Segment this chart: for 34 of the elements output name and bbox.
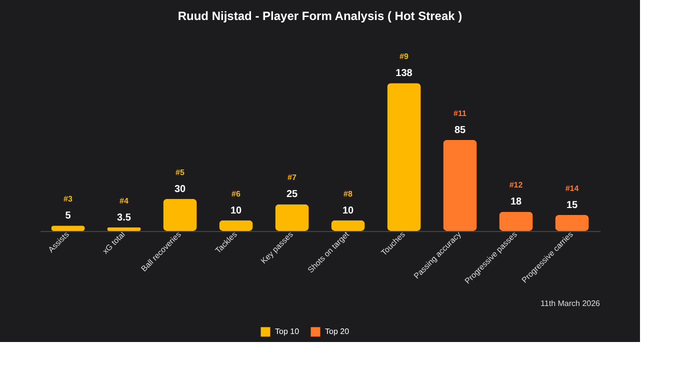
bar: [107, 227, 141, 231]
data-label: 25: [286, 189, 298, 200]
annotation: #7: [288, 173, 297, 182]
annotation: #6: [232, 189, 241, 198]
bar: [555, 214, 589, 231]
annotation: #14: [565, 184, 580, 193]
data-label: 138: [396, 68, 413, 80]
bar: [219, 220, 253, 231]
bar: [163, 198, 197, 231]
annotation: #5: [176, 168, 185, 177]
legend-label: Top 10: [275, 326, 300, 336]
data-label: 18: [510, 196, 522, 208]
data-label: 5: [65, 210, 72, 222]
legend-label: Top 20: [325, 326, 350, 336]
data-label: 85: [454, 124, 466, 136]
data-label: 10: [230, 205, 242, 216]
annotation: #9: [400, 52, 409, 62]
bar: [275, 204, 309, 231]
chart-title: Ruud Nijstad - Player Form Analysis ( Hot Streak ): [178, 9, 462, 24]
data-label: 3.5: [117, 212, 132, 224]
x-tick-label: xG total: [100, 230, 127, 256]
bar: [331, 220, 365, 231]
data-label: 10: [342, 205, 354, 216]
bar: [387, 83, 421, 231]
text: 11th March 2026: [540, 299, 601, 308]
annotation: #8: [344, 189, 353, 198]
bar: [443, 140, 477, 231]
annotation: #4: [120, 196, 129, 206]
annotation: #3: [64, 194, 73, 204]
annotation: #11: [454, 108, 468, 118]
bar: [499, 212, 533, 231]
annotation: #12: [509, 180, 524, 190]
data-label: 30: [174, 184, 186, 195]
data-label: 15: [566, 200, 578, 211]
